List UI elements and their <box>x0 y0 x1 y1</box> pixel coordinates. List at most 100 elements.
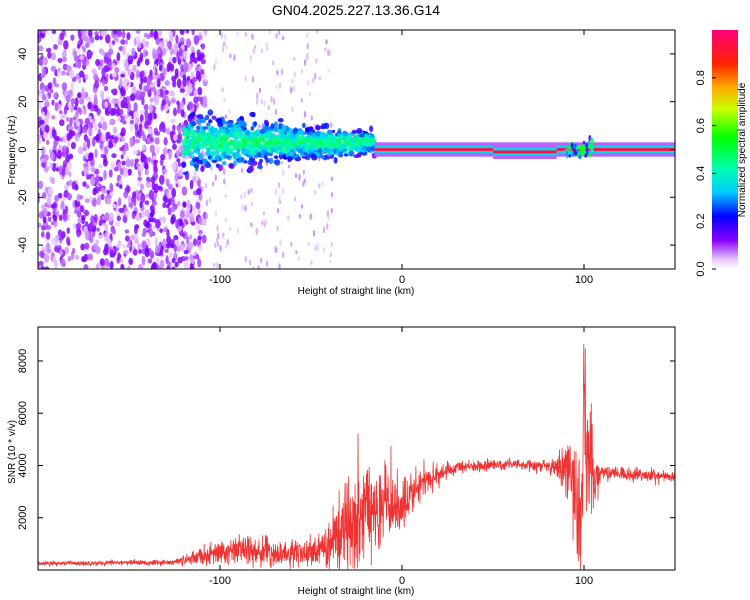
spectrogram-cell <box>182 50 188 60</box>
spectrogram-cell <box>139 110 146 115</box>
spectrogram-cell <box>322 246 325 254</box>
spectrogram-cell <box>58 214 63 221</box>
spectrogram-cell <box>138 57 143 63</box>
spectrogram-cell <box>125 185 131 193</box>
colorbar-ticks: 0.0 0.2 0.4 0.6 0.8 <box>695 70 716 277</box>
spectrogram-cell <box>143 219 148 227</box>
spectrogram-y-tick-label: 40 <box>17 48 29 60</box>
spectrogram-cell <box>91 166 96 173</box>
spectrogram-cell <box>335 149 339 155</box>
spectrogram-cell <box>293 56 296 61</box>
spectrogram-cell <box>144 58 150 66</box>
spectrogram-cell <box>260 48 264 54</box>
spectrogram-cell <box>134 158 140 163</box>
spectrogram-cell <box>193 163 200 169</box>
spectrogram-cell <box>283 147 290 154</box>
spectrogram-cell <box>94 80 100 89</box>
spectrogram-cell <box>46 196 52 206</box>
spectrogram-cell <box>256 152 262 158</box>
spectrogram-cell <box>126 244 131 249</box>
spectrogram-cell <box>228 132 234 138</box>
spectrogram-cell <box>53 44 58 50</box>
spectrogram-cell <box>136 212 140 221</box>
spectrogram-cell <box>187 63 193 72</box>
spectrogram-cell <box>272 144 279 151</box>
spectrogram-cell <box>274 137 281 141</box>
spectrogram-cell <box>224 134 230 141</box>
spectrogram-cell <box>255 227 258 235</box>
spectrogram-cell <box>138 249 143 254</box>
spectrogram-cell <box>104 66 111 72</box>
spectrogram-cell <box>80 30 84 35</box>
spectrogram-cell <box>224 128 230 135</box>
spectrogram-cell <box>302 181 305 187</box>
spectrogram-cell <box>120 154 124 160</box>
spectrogram-cell <box>68 179 73 186</box>
spectrogram-cell <box>102 159 108 167</box>
spectrogram-cell <box>170 198 176 206</box>
spectrogram-cell <box>181 161 187 169</box>
spectrogram-cell <box>213 63 216 71</box>
spectrogram-cell <box>123 59 129 69</box>
spectrogram-cell <box>277 30 281 36</box>
spectrogram-cell <box>166 235 172 245</box>
spectrogram-cell <box>214 133 220 138</box>
spectrogram-cell <box>300 68 304 75</box>
spectrogram-cell <box>51 30 57 35</box>
spectrogram-cell <box>60 202 65 211</box>
spectrogram-x-tick-label: 0 <box>399 274 405 286</box>
spectrogram-cell <box>56 68 62 78</box>
spectrogram-cell <box>266 45 269 52</box>
spectrogram-cell <box>274 188 277 196</box>
spectrogram-cell <box>76 48 81 54</box>
spectrogram-cell <box>155 48 161 55</box>
spectrogram-cell <box>139 70 145 78</box>
spectrogram-cell <box>184 92 190 97</box>
spectrogram-cell <box>104 232 109 242</box>
spectrogram-cell <box>217 143 224 149</box>
spectrogram-cell <box>310 129 316 133</box>
spectrogram-cell <box>314 72 317 80</box>
spectrogram-cell <box>292 85 296 92</box>
spectrogram-cell <box>173 244 177 253</box>
spectrogram-cell <box>233 139 238 144</box>
spectrogram-cell <box>145 176 150 182</box>
spectrogram-cell <box>315 144 322 149</box>
spectrogram-cell <box>164 248 169 254</box>
spectrogram-cell <box>278 146 283 151</box>
spectrogram-cell <box>70 141 76 150</box>
spectrogram-cell <box>223 41 226 47</box>
spectrogram-cell <box>112 126 118 135</box>
spectrogram-cell <box>162 195 168 202</box>
spectrogram-cell <box>109 182 114 193</box>
spectrogram-cell <box>270 96 273 103</box>
spectrogram-cell <box>79 55 84 61</box>
spectrogram-cell <box>322 132 329 138</box>
spectrogram-cell <box>226 238 229 246</box>
spectrogram-cell <box>221 160 227 166</box>
colorbar-tick-label: 0.2 <box>695 214 707 229</box>
spectrogram-cell <box>149 211 155 218</box>
spectrogram-cell <box>47 186 54 197</box>
spectrogram-cell <box>260 257 263 264</box>
spectrogram-cell <box>309 213 312 220</box>
spectrogram-cell <box>141 38 146 46</box>
spectrogram-cell <box>143 32 148 38</box>
spectrogram-cell <box>197 208 201 215</box>
spectrogram-cell <box>211 159 218 164</box>
spectrogram-cell <box>148 227 153 238</box>
spectrogram-cell <box>172 56 177 64</box>
spectrogram-cell <box>144 248 150 258</box>
spectrogram-cell <box>363 136 370 143</box>
spectrogram-cell <box>209 150 216 157</box>
spectrogram-cell <box>89 176 96 186</box>
snr-x-tick-label: 100 <box>575 575 593 587</box>
spectrogram-cell <box>82 64 86 70</box>
spectrogram-cell <box>327 213 330 221</box>
spectrogram-cell <box>159 259 165 269</box>
spectrogram-cell <box>51 99 55 106</box>
spectrogram-cell <box>258 124 261 129</box>
spectrogram-cell <box>251 76 255 83</box>
spectrogram-cell <box>167 207 172 216</box>
spectrogram-cell <box>95 174 100 184</box>
